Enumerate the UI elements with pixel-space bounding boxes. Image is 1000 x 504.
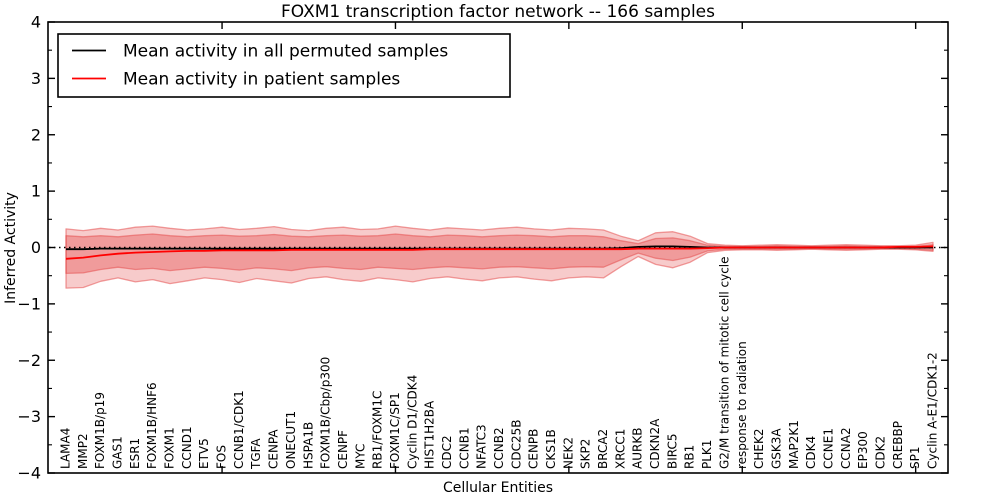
- x-category-label: RB1/FOXM1C: [371, 391, 385, 469]
- plot-area: −4 −3 −2 −1 0 1 2 3 4 LAMA4 MMP2 FOXM1B/p19 GAS1 ESR1…: [17, 13, 949, 483]
- x-category-label: XRCC1: [613, 429, 627, 469]
- x-category-label: CDC2: [440, 435, 454, 469]
- x-category-label: CENPA: [267, 429, 281, 469]
- x-category-label: NEK2: [561, 437, 575, 469]
- x-category-label: FOXM1B/p19: [93, 392, 107, 469]
- legend-patient-label: Mean activity in patient samples: [123, 70, 400, 90]
- x-category-label: SKP2: [579, 439, 593, 469]
- confidence-band-inner-envelope: [65, 233, 934, 275]
- legend: Mean activity in all permuted samples Me…: [57, 33, 511, 98]
- chart-title: FOXM1 transcription factor network -- 16…: [281, 2, 715, 22]
- y-axis-label: Inferred Activity: [3, 192, 19, 304]
- x-axis-label: Cellular Entities: [443, 480, 553, 496]
- x-category-label: BIRC5: [665, 433, 679, 469]
- x-category-label: response to radiation: [735, 341, 749, 469]
- x-category-label: AURKB: [631, 428, 645, 469]
- x-category-label: CKS1B: [544, 429, 558, 469]
- y-tick-label: −2: [17, 351, 41, 370]
- x-category-label: PLK1: [700, 440, 714, 469]
- x-category-label: CREBBP: [891, 421, 905, 469]
- x-category-label: NFATC3: [475, 424, 489, 469]
- x-category-label: ONECUT1: [284, 411, 298, 469]
- x-category-label: CCNB1/CDK1: [232, 390, 246, 469]
- x-category-label: CDC25B: [509, 420, 523, 470]
- x-category-label: CENPF: [336, 430, 350, 469]
- legend-permuted-label: Mean activity in all permuted samples: [123, 42, 448, 62]
- x-category-label: Cyclin A-E1/CDK1-2: [926, 352, 940, 469]
- x-category-label: G2/M transition of mitotic cell cycle: [717, 256, 731, 469]
- y-tick-label: 3: [31, 69, 41, 88]
- x-category-label: CHEK2: [752, 429, 766, 470]
- x-category-label: CCNB2: [492, 427, 506, 469]
- x-category-label: SP1: [908, 447, 922, 470]
- x-category-label: FOXM1: [163, 427, 177, 469]
- x-category-label: CCNA2: [839, 427, 853, 469]
- x-category-label: FOXM1B/Cbp/p300: [319, 357, 333, 469]
- y-tick-label: 4: [31, 13, 41, 32]
- x-category-label: TGFA: [249, 438, 263, 470]
- x-category-label: ETV5: [197, 438, 211, 469]
- x-category-label: Cyclin D1/CDK4: [405, 375, 419, 469]
- x-category-label: ESR1: [128, 438, 142, 469]
- x-category-label: CENPB: [527, 429, 541, 469]
- x-category-label: FOS: [215, 445, 229, 469]
- y-tick-label: 2: [31, 125, 41, 144]
- x-category-label: HSPA1B: [301, 422, 315, 469]
- confidence-band-outer-envelope: [65, 225, 934, 289]
- x-category-label: RB1: [683, 445, 697, 469]
- x-category-label: GAS1: [111, 436, 125, 469]
- y-tick-label: 0: [31, 238, 41, 257]
- x-category-label: CDK2: [874, 436, 888, 469]
- patient-mean-line: [65, 245, 934, 260]
- x-category-label: CCNE1: [822, 428, 836, 469]
- x-category-label: MAP2K1: [787, 420, 801, 469]
- x-category-label: FOXM1C/SP1: [388, 392, 402, 469]
- x-category-label: HIST1H2BA: [423, 400, 437, 469]
- x-category-label: GSK3A: [769, 428, 783, 469]
- legend-box: [57, 33, 511, 98]
- x-category-label: MMP2: [76, 433, 90, 469]
- x-category-label: EP300: [856, 431, 870, 469]
- y-tick-label: −4: [17, 464, 41, 483]
- y-tick-label: 1: [31, 182, 41, 201]
- x-category-label: CCNB1: [457, 427, 471, 469]
- x-category-label: CDK4: [804, 436, 818, 469]
- x-category-label: FOXM1B/HNF6: [145, 382, 159, 469]
- x-category-label: MYC: [353, 444, 367, 469]
- y-tick-label: −3: [17, 407, 41, 426]
- y-tick-label: −1: [17, 294, 41, 313]
- x-category-label: BRCA2: [596, 429, 610, 469]
- x-category-label: CCND1: [180, 426, 194, 469]
- x-category-label: LAMA4: [59, 428, 73, 469]
- x-category-label: CDKN2A: [648, 418, 662, 469]
